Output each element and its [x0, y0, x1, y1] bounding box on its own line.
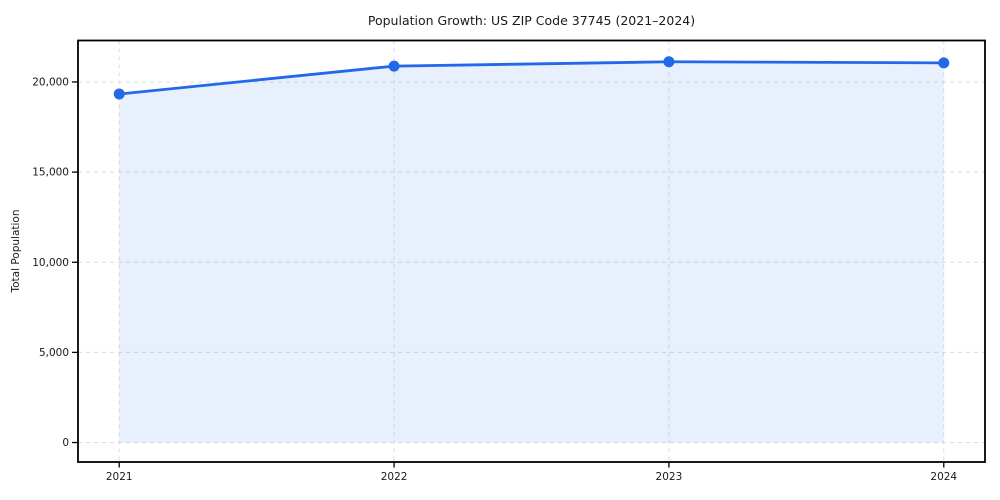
axis-ticks: [72, 81, 945, 468]
data-point-marker: [113, 88, 125, 100]
plot-frame: [77, 39, 986, 463]
data-point-marker: [388, 60, 400, 72]
y-tick-labels: 0 5,000 10,000 15,000 20,000: [32, 77, 69, 450]
y-axis-label: Total Population: [10, 209, 22, 293]
y-tick-label: 10,000: [32, 257, 69, 269]
area-fill-shape: [119, 61, 944, 443]
trend-line: [117, 60, 946, 96]
trend-line-path: [117, 60, 946, 96]
gridlines: [78, 40, 985, 462]
y-tick-label: 5,000: [39, 347, 69, 359]
x-tick-label: 2024: [930, 471, 957, 483]
y-tick-label: 20,000: [32, 77, 69, 89]
data-points: [113, 56, 950, 100]
data-point-marker: [938, 57, 950, 69]
area-fill: [119, 61, 944, 443]
x-tick-label: 2021: [106, 471, 133, 483]
y-tick-label: 15,000: [32, 167, 69, 179]
x-tick-label: 2023: [656, 471, 683, 483]
plot-border: [77, 39, 986, 463]
x-tick-labels: 2021 2022 2023 2024: [106, 471, 958, 483]
y-tick-label: 0: [62, 437, 69, 449]
data-point-marker: [663, 56, 675, 68]
chart-title: Population Growth: US ZIP Code 37745 (20…: [368, 13, 695, 28]
x-tick-label: 2022: [381, 471, 408, 483]
